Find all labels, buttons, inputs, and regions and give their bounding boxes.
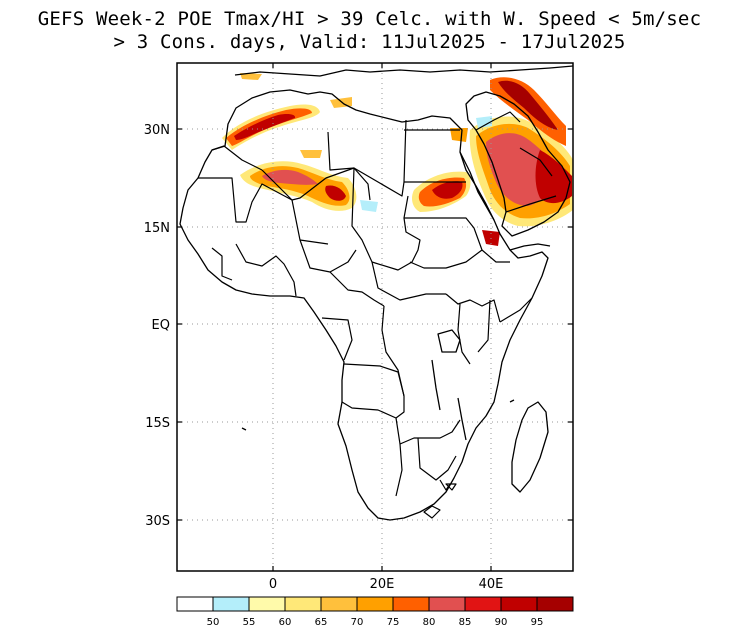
lat-label: 30S [145, 514, 170, 529]
colorbar-swatch [464, 596, 502, 612]
colorbar-swatch [428, 596, 466, 612]
colorbar-swatch [248, 596, 286, 612]
colorbar-swatch [356, 596, 394, 612]
lon-label: 20E [370, 577, 395, 592]
hotspot-arabia [450, 77, 573, 227]
colorbar-swatch [536, 596, 574, 612]
axis-ticks [177, 63, 573, 571]
colorbar-tick-label: 60 [279, 617, 292, 628]
colorbar-swatch [320, 596, 358, 612]
lat-label: EQ [152, 318, 170, 333]
colorbar-tick-label: 65 [315, 617, 328, 628]
colorbar-tick-label: 85 [459, 617, 472, 628]
colorbar-tick-label: 70 [351, 617, 364, 628]
lat-label: 15S [145, 416, 170, 431]
colorbar-tick-label: 55 [243, 617, 256, 628]
colorbar-tick-label: 90 [495, 617, 508, 628]
map-frame [176, 62, 574, 572]
lon-label: 0 [269, 577, 277, 592]
lat-label: 30N [144, 123, 170, 138]
graticule [177, 63, 573, 571]
lat-label: 15N [144, 221, 170, 236]
colorbar: 50 55 60 65 70 75 80 85 90 95 [176, 596, 574, 628]
colorbar-swatch [284, 596, 322, 612]
colorbar-swatch [212, 596, 250, 612]
coastline [179, 65, 573, 521]
hotspot-north-algeria [222, 73, 352, 150]
chart-title-line1: GEFS Week-2 POE Tmax/HI > 39 Celc. with … [37, 8, 702, 30]
colorbar-tick-label: 95 [531, 617, 544, 628]
colorbar-tick-label: 50 [207, 617, 220, 628]
hotspot-layer [222, 73, 573, 246]
hotspot-central-sahara [240, 150, 378, 212]
colorbar-swatch [392, 596, 430, 612]
chart-title-line2: > 3 Cons. days, Valid: 11Jul2025 - 17Jul… [113, 31, 626, 53]
country-borders [198, 111, 557, 519]
colorbar-swatch [500, 596, 538, 612]
colorbar-tick-label: 80 [423, 617, 436, 628]
colorbar-tick-label: 75 [387, 617, 400, 628]
lon-label: 40E [479, 577, 504, 592]
colorbar-swatch [176, 596, 214, 612]
